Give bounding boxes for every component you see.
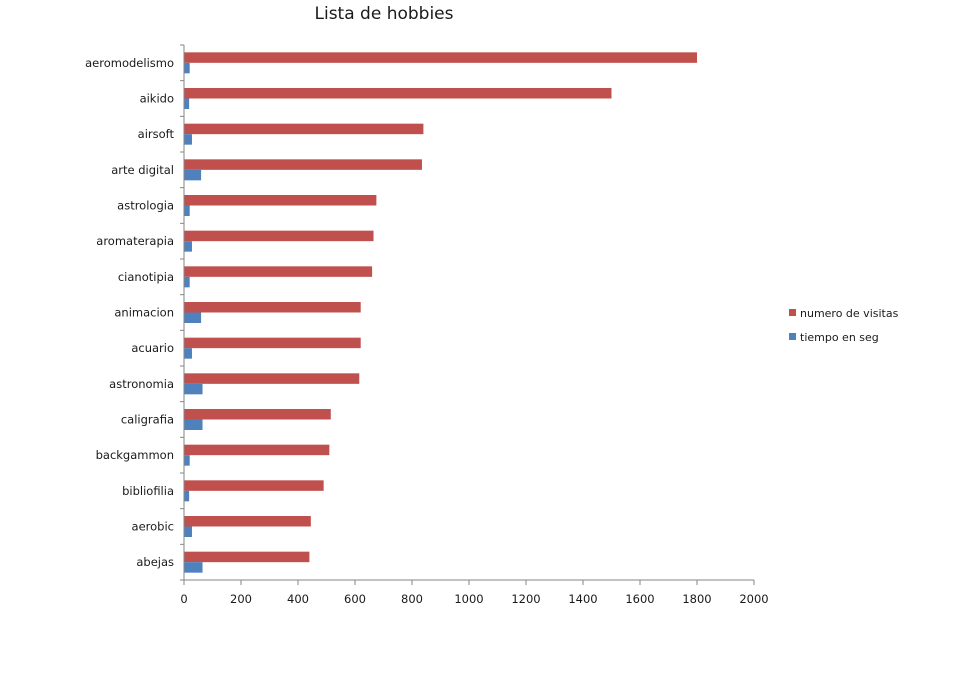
y-tick-label: astrologia — [117, 199, 174, 213]
bar-tiempo-3 — [184, 169, 202, 181]
bar-visitas-5 — [184, 230, 374, 242]
x-tick-label: 1000 — [454, 592, 483, 606]
x-tick-label: 1400 — [568, 592, 597, 606]
bar-visitas-6 — [184, 266, 373, 277]
bar-visitas-13 — [184, 516, 311, 527]
x-tick-label: 400 — [287, 592, 309, 606]
legend-swatch-tiempo — [789, 333, 796, 340]
legend: numero de visitas tiempo en seg — [789, 307, 899, 344]
bar-visitas-7 — [184, 302, 361, 313]
bar-visitas-4 — [184, 195, 377, 206]
y-tick-label: acuario — [131, 341, 174, 355]
bar-visitas-3 — [184, 159, 422, 170]
bar-visitas-11 — [184, 444, 330, 456]
bar-tiempo-5 — [184, 241, 192, 252]
bar-tiempo-14 — [184, 562, 203, 573]
x-tick-label: 2000 — [739, 592, 768, 606]
legend-swatch-visitas — [789, 309, 796, 316]
bar-tiempo-4 — [184, 205, 190, 216]
bar-visitas-14 — [184, 551, 310, 563]
bar-tiempo-0 — [184, 62, 190, 74]
bar-visitas-2 — [184, 123, 424, 135]
legend-label: numero de visitas — [800, 307, 899, 320]
x-tick-label: 1600 — [625, 592, 654, 606]
bar-visitas-0 — [184, 52, 697, 63]
bar-visitas-10 — [184, 409, 331, 420]
bar-visitas-8 — [184, 337, 361, 349]
x-tick-label: 1200 — [511, 592, 540, 606]
legend-label: tiempo en seg — [800, 331, 879, 344]
bar-tiempo-10 — [184, 419, 203, 430]
x-tick-label: 1800 — [682, 592, 711, 606]
y-tick-label: abejas — [136, 555, 174, 569]
y-tick-label: bibliofilia — [122, 484, 174, 498]
bar-tiempo-1 — [184, 98, 190, 109]
chart-title: Lista de hobbies — [315, 4, 454, 24]
y-tick-label: aeromodelismo — [85, 56, 174, 70]
bar-visitas-12 — [184, 480, 324, 491]
y-tick-label: animacion — [114, 306, 174, 320]
y-tick-label: cianotipia — [118, 270, 174, 284]
x-tick-label: 200 — [230, 592, 252, 606]
y-tick-label: caligrafia — [121, 413, 174, 427]
y-tick-label: backgammon — [96, 448, 174, 462]
bar-visitas-9 — [184, 373, 360, 384]
y-tick-label: airsoft — [138, 127, 175, 141]
y-tick-label: arte digital — [111, 163, 174, 177]
bar-tiempo-7 — [184, 312, 202, 323]
plot-area: aeromodelismo aikido airsoft arte digital as… — [85, 44, 769, 606]
bar-visitas-1 — [184, 88, 612, 99]
x-tick-label: 600 — [344, 592, 366, 606]
bar-tiempo-2 — [184, 134, 192, 145]
bar-tiempo-8 — [184, 348, 192, 359]
bar-tiempo-13 — [184, 526, 192, 537]
bar-tiempo-9 — [184, 383, 203, 395]
x-tick-label: 0 — [180, 592, 187, 606]
y-tick-label: aromaterapia — [96, 234, 174, 248]
y-tick-label: astronomia — [109, 377, 174, 391]
y-tick-label: aikido — [140, 92, 174, 106]
bar-tiempo-11 — [184, 455, 190, 466]
bar-tiempo-6 — [184, 276, 190, 288]
x-tick-label: 800 — [401, 592, 423, 606]
bar-tiempo-12 — [184, 490, 190, 502]
y-tick-label: aerobic — [132, 520, 174, 534]
